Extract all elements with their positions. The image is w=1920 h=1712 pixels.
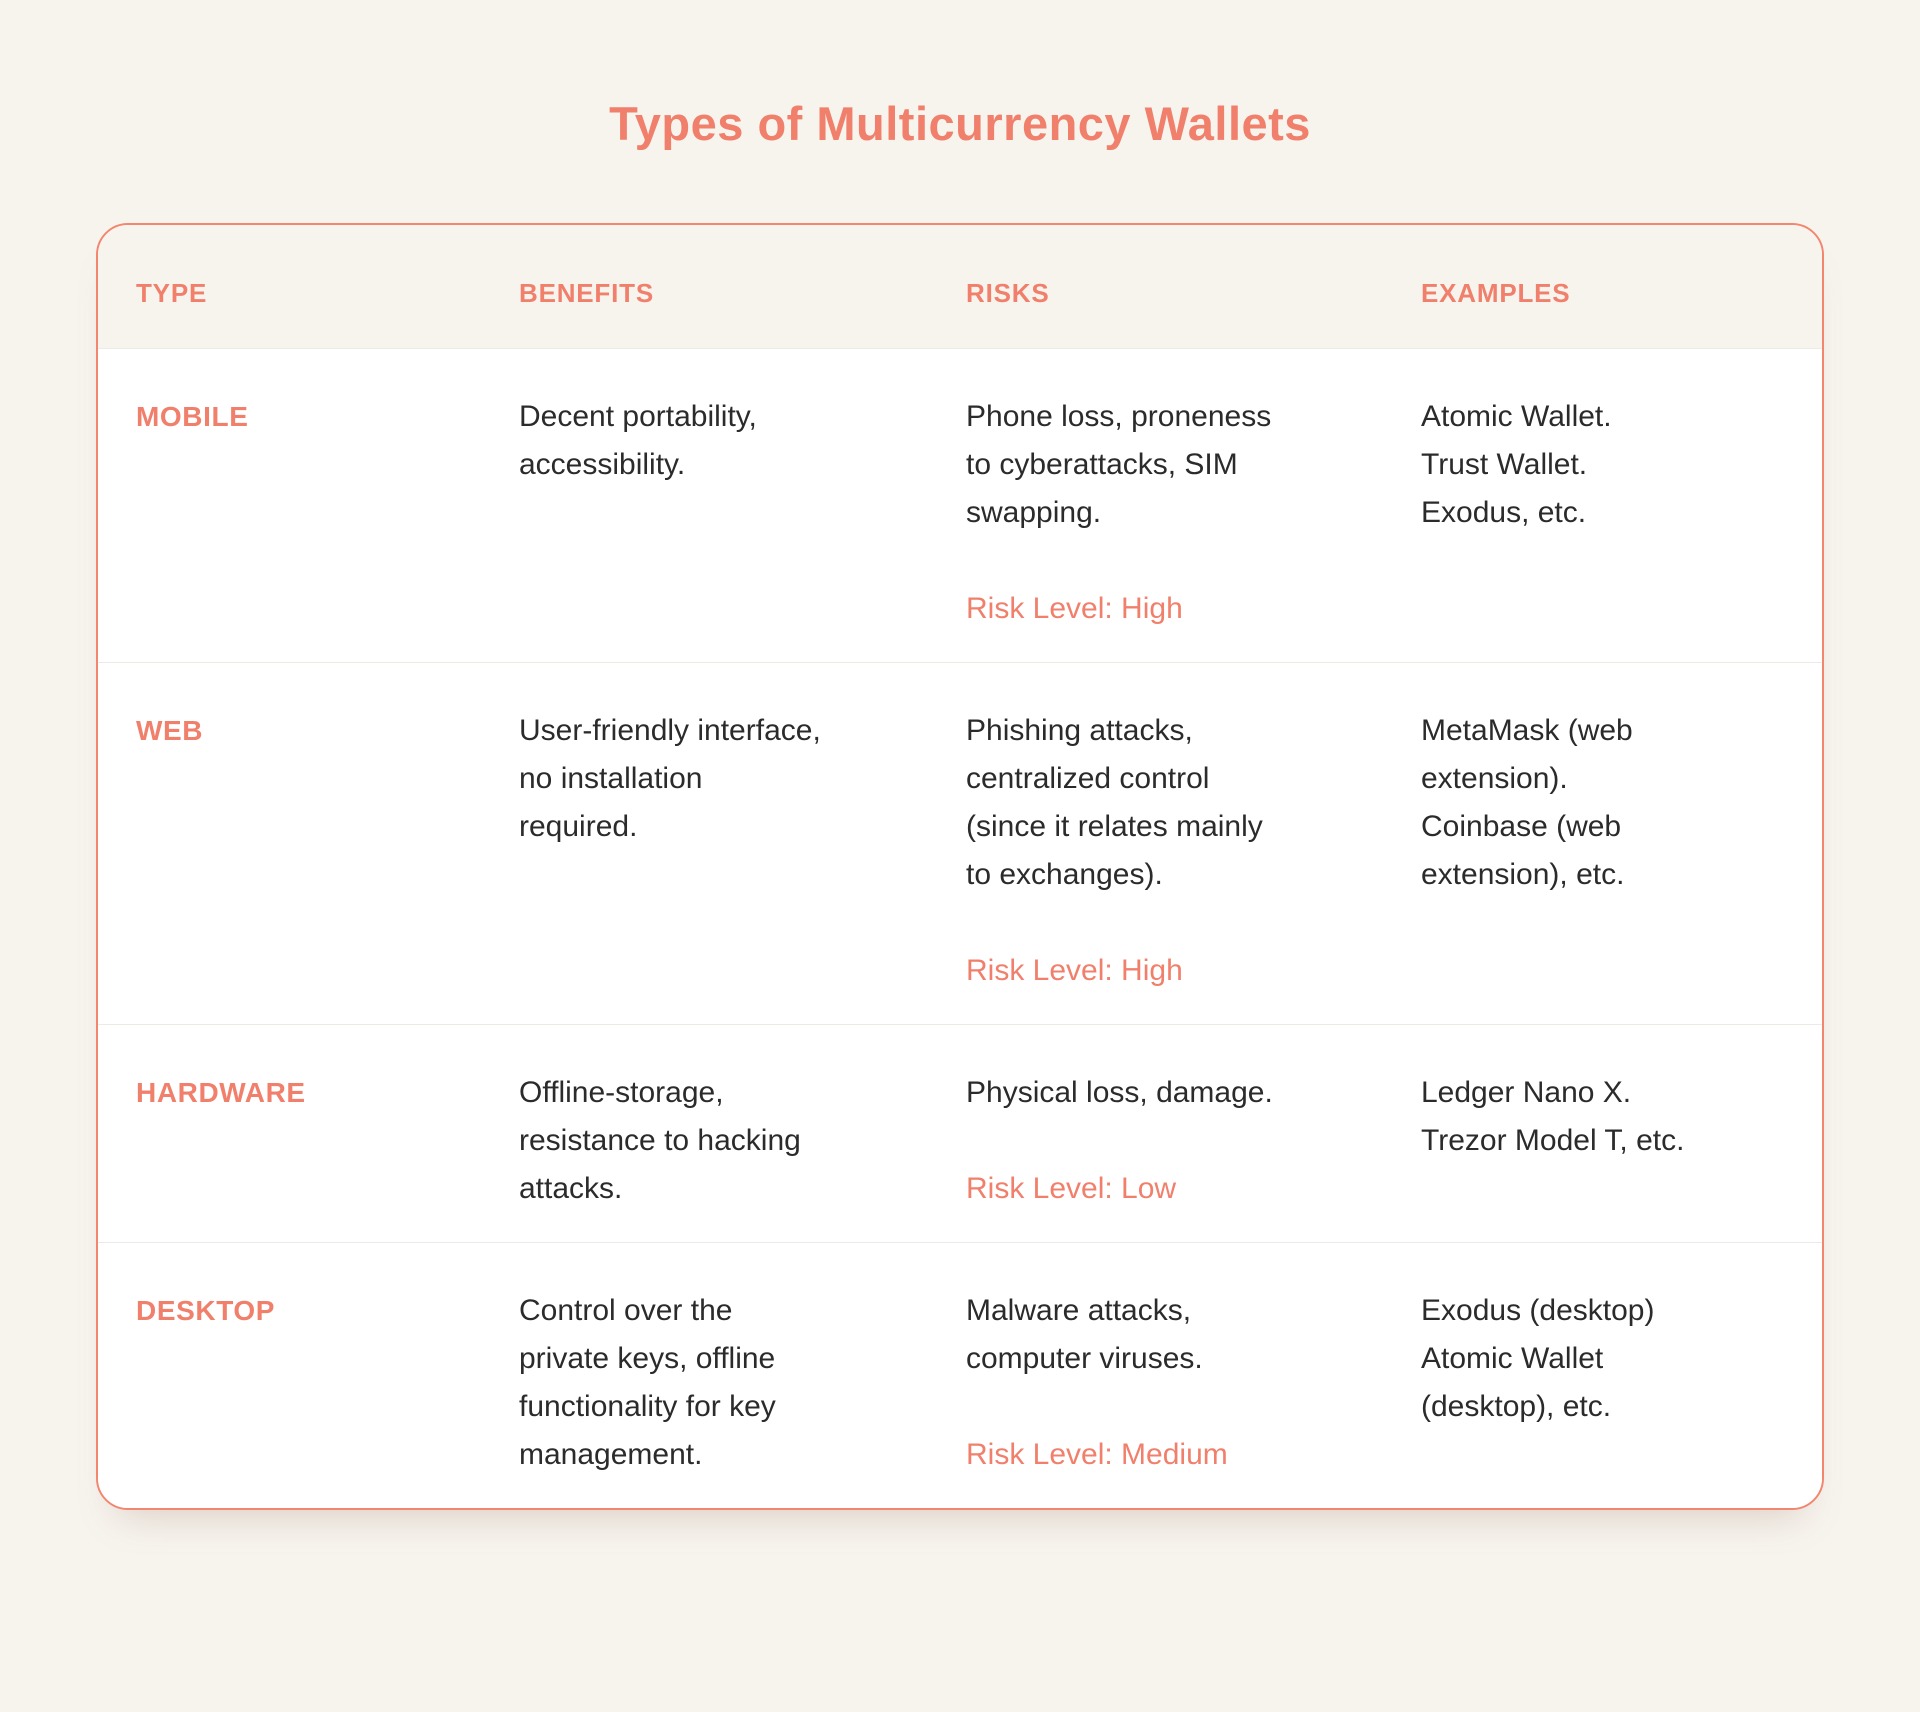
risk-level-text: Risk Level: Low <box>966 1172 1177 1205</box>
benefits-text: User-friendly interface, no installation… <box>519 714 821 843</box>
examples-text: Exodus (desktop) Atomic Wallet (desktop)… <box>1421 1294 1655 1423</box>
risk-level-text: Risk Level: High <box>966 954 1183 987</box>
col-header-examples: EXAMPLES <box>1421 278 1571 308</box>
risks-text: Phone loss, proneness to cyberattacks, S… <box>966 400 1272 529</box>
page-title: Types of Multicurrency Wallets <box>609 97 1311 150</box>
table-header-row: TYPE BENEFITS RISKS EXAMPLES <box>98 225 1822 348</box>
benefits-text: Decent portability, accessibility. <box>519 400 757 481</box>
row-type-label: HARDWARE <box>136 1077 306 1108</box>
col-header-type: TYPE <box>136 278 208 308</box>
benefits-text: Offline-storage, resistance to hacking a… <box>519 1076 801 1205</box>
table-row-mobile: MOBILE Decent portability, accessibility… <box>98 348 1822 662</box>
table-row-web: WEB User-friendly interface, no installa… <box>98 662 1822 1024</box>
row-type-label: WEB <box>136 715 204 746</box>
col-header-risks: RISKS <box>966 278 1050 308</box>
wallet-types-table-card: TYPE BENEFITS RISKS EXAMPLES MOBILE Dece… <box>96 223 1824 1510</box>
risk-level-text: Risk Level: High <box>966 592 1183 625</box>
benefits-text: Control over the private keys, offline f… <box>519 1294 776 1471</box>
examples-text: Ledger Nano X. Trezor Model T, etc. <box>1421 1076 1685 1157</box>
table-row-desktop: DESKTOP Control over the private keys, o… <box>98 1242 1822 1508</box>
row-type-label: DESKTOP <box>136 1295 276 1326</box>
examples-text: MetaMask (web extension). Coinbase (web … <box>1421 714 1633 891</box>
risk-level-text: Risk Level: Medium <box>966 1438 1228 1471</box>
risks-text: Phishing attacks, centralized control (s… <box>966 714 1263 891</box>
col-header-benefits: BENEFITS <box>519 278 654 308</box>
table-row-hardware: HARDWARE Offline-storage, resistance to … <box>98 1024 1822 1242</box>
examples-text: Atomic Wallet. Trust Wallet. Exodus, etc… <box>1421 400 1612 529</box>
risks-text: Physical loss, damage. <box>966 1076 1273 1109</box>
risks-text: Malware attacks, computer viruses. <box>966 1294 1203 1375</box>
row-type-label: MOBILE <box>136 401 249 432</box>
